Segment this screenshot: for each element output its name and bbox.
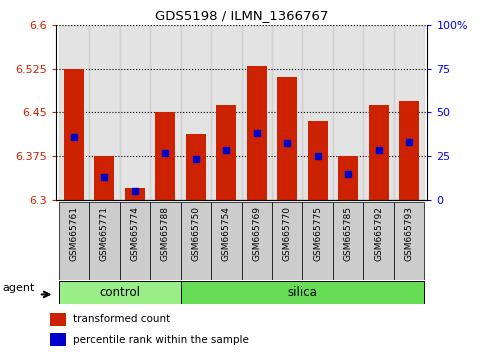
Bar bbox=[156, 112, 175, 200]
Bar bbox=[272, 202, 302, 280]
Bar bbox=[363, 202, 394, 280]
Text: silica: silica bbox=[287, 286, 317, 299]
Bar bbox=[247, 65, 267, 200]
Bar bbox=[150, 202, 181, 280]
Bar bbox=[242, 202, 272, 280]
Text: GSM665788: GSM665788 bbox=[161, 206, 170, 261]
Text: GSM665769: GSM665769 bbox=[252, 206, 261, 261]
Text: GSM665792: GSM665792 bbox=[374, 206, 383, 261]
Bar bbox=[120, 202, 150, 280]
Bar bbox=[181, 202, 211, 280]
Text: control: control bbox=[99, 286, 140, 299]
Bar bbox=[277, 77, 297, 200]
Bar bbox=[369, 105, 389, 200]
Bar bbox=[308, 121, 327, 200]
Bar bbox=[302, 25, 333, 200]
Bar bbox=[333, 25, 363, 200]
Bar bbox=[394, 25, 425, 200]
Bar bbox=[125, 188, 145, 200]
Bar bbox=[363, 25, 394, 200]
Text: GSM665770: GSM665770 bbox=[283, 206, 292, 261]
Text: GSM665750: GSM665750 bbox=[191, 206, 200, 261]
Bar bbox=[120, 25, 150, 200]
Text: percentile rank within the sample: percentile rank within the sample bbox=[73, 335, 249, 345]
Text: GSM665774: GSM665774 bbox=[130, 206, 139, 261]
Text: GSM665771: GSM665771 bbox=[100, 206, 109, 261]
Text: GSM665754: GSM665754 bbox=[222, 206, 231, 261]
Bar bbox=[181, 25, 211, 200]
Text: GSM665761: GSM665761 bbox=[70, 206, 78, 261]
Bar bbox=[64, 69, 84, 200]
Bar bbox=[338, 156, 358, 200]
Bar bbox=[50, 313, 66, 326]
Bar bbox=[399, 101, 419, 200]
Bar bbox=[94, 156, 114, 200]
Text: GSM665785: GSM665785 bbox=[344, 206, 353, 261]
Text: agent: agent bbox=[3, 284, 35, 293]
Bar bbox=[89, 202, 120, 280]
Bar bbox=[302, 202, 333, 280]
Bar bbox=[89, 25, 120, 200]
Bar bbox=[58, 25, 89, 200]
Title: GDS5198 / ILMN_1366767: GDS5198 / ILMN_1366767 bbox=[155, 9, 328, 22]
Bar bbox=[211, 25, 242, 200]
Bar bbox=[50, 333, 66, 346]
Bar bbox=[186, 134, 206, 200]
Bar bbox=[211, 202, 242, 280]
Bar bbox=[333, 202, 363, 280]
Bar bbox=[150, 25, 181, 200]
Bar bbox=[242, 25, 272, 200]
Text: transformed count: transformed count bbox=[73, 314, 170, 325]
Text: GSM665775: GSM665775 bbox=[313, 206, 322, 261]
Bar bbox=[58, 281, 181, 304]
Text: GSM665793: GSM665793 bbox=[405, 206, 413, 261]
Bar bbox=[394, 202, 425, 280]
Bar bbox=[216, 105, 236, 200]
Bar bbox=[272, 25, 302, 200]
Bar bbox=[58, 202, 89, 280]
Bar bbox=[181, 281, 425, 304]
